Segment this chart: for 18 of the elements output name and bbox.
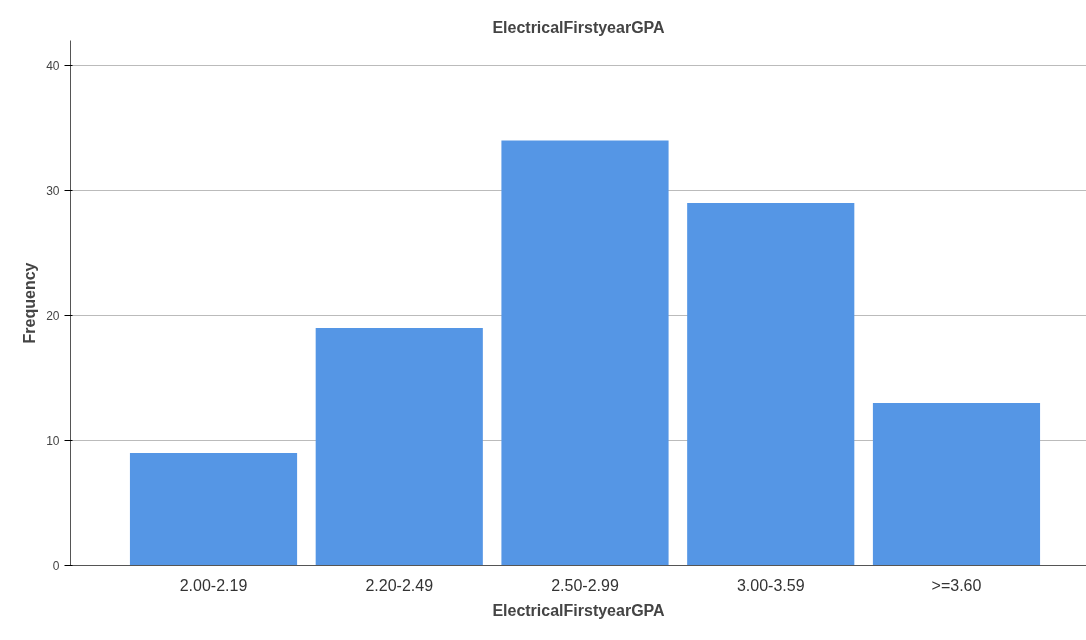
bar <box>129 453 298 566</box>
bar <box>687 203 855 566</box>
x-tick-label: 2.20-2.49 <box>365 576 434 594</box>
bar <box>315 328 483 566</box>
y-tick-label: 0 <box>52 559 60 573</box>
x-tick-label: 3.00-3.59 <box>736 576 805 594</box>
y-tick-label: 40 <box>46 59 60 73</box>
y-axis-title: Frequency <box>21 262 39 344</box>
bar <box>501 140 669 566</box>
x-tick-label: 2.50-2.99 <box>551 576 619 594</box>
y-tick-label: 10 <box>46 434 60 448</box>
x-axis-title: ElectricalFirstyearGPA <box>492 601 666 619</box>
y-tick-label: 30 <box>46 184 60 198</box>
chart-title: ElectricalFirstyearGPA <box>492 18 666 36</box>
y-tick-label: 20 <box>46 309 60 323</box>
bar <box>872 403 1041 566</box>
x-tick-label: >=3.60 <box>931 576 982 594</box>
x-tick-label: 2.00-2.19 <box>179 576 248 594</box>
